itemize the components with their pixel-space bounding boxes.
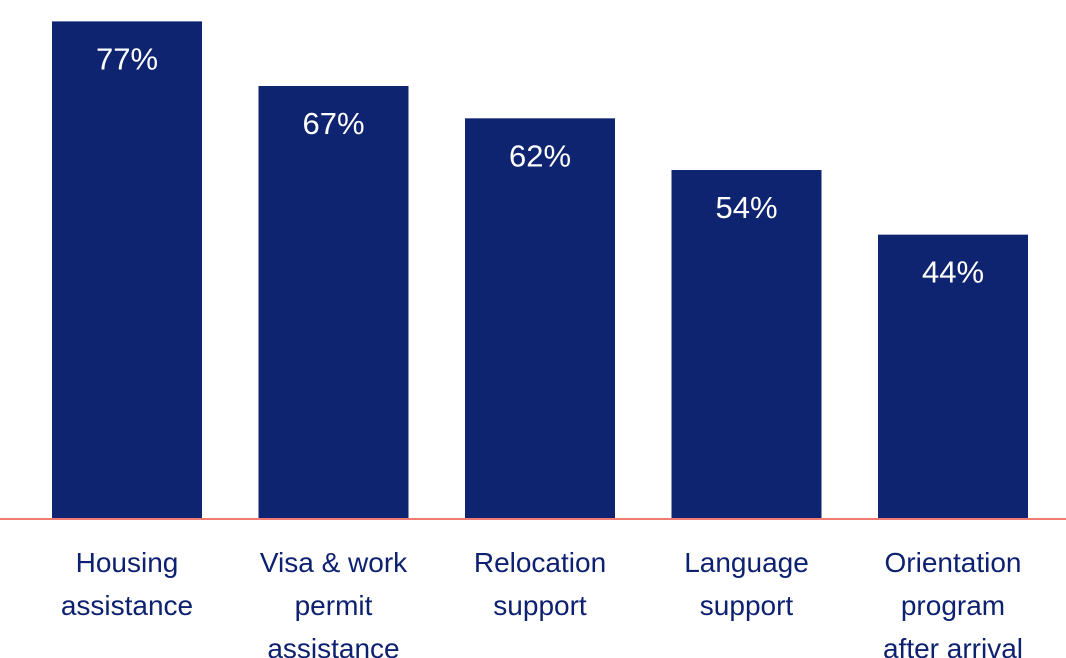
value-label-3: 54% [715,190,777,225]
category-label-line: support [493,590,587,621]
category-label-line: Orientation [885,547,1022,578]
category-label-line: support [700,590,794,621]
category-label-line: Language [684,547,809,578]
bar-2 [465,118,615,519]
category-label-line: program [901,590,1005,621]
category-label-line: assistance [61,590,193,621]
value-label-4: 44% [922,255,984,290]
bar-0 [52,21,202,519]
category-label-1: Visa & work permit assistance [260,547,408,658]
value-label-1: 67% [302,106,364,141]
category-labels-group: Housing assistance Visa & work permit assist… [61,547,1023,658]
category-label-line: assistance [267,633,399,658]
category-label-0: Housing assistance [61,547,193,621]
category-label-line: Relocation [474,547,606,578]
category-label-2: Relocation support [474,547,606,621]
bar-4 [878,234,1028,519]
bar-3 [671,170,822,519]
value-label-2: 62% [509,138,571,173]
bars-group [52,21,1028,519]
category-label-line: Visa & work [260,547,408,578]
category-label-line: permit [295,590,373,621]
category-label-line: after arrival [883,633,1023,658]
category-label-line: Housing [76,547,179,578]
bar-1 [258,86,409,519]
category-label-4: Orientation program after arrival [883,547,1023,658]
category-label-3: Language support [684,547,809,621]
value-labels-group: 77% 67% 62% 54% 44% [96,41,984,289]
value-label-0: 77% [96,41,158,76]
